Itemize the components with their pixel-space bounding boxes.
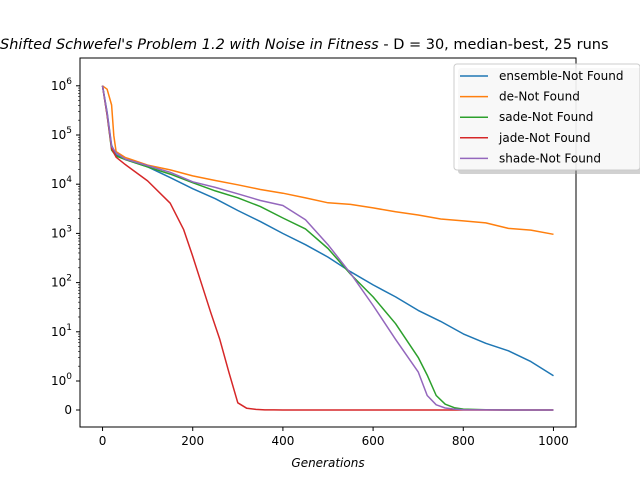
x-tick-label: 0 (99, 434, 107, 448)
legend: ensemble-Not Found de-Not Found sade-Not F… (453, 63, 640, 174)
y-axis: 0 100 101 102 103 104 105 106 (51, 77, 80, 417)
y-tick-label: 106 (51, 77, 72, 93)
x-axis-title: Generations (291, 456, 364, 470)
y-tick-label: 100 (51, 372, 72, 388)
y-tick-label: 104 (51, 175, 72, 191)
x-tick-label: 200 (181, 434, 204, 448)
legend-frame (453, 63, 640, 171)
chart-title-math: Shifted Schwefel's Problem 1.2 with Nois… (0, 37, 379, 53)
y-tick-label: 103 (51, 224, 72, 240)
plot-frame (79, 57, 577, 428)
x-tick-label: 400 (271, 434, 294, 448)
legend-label-1: de-Not Found (499, 90, 580, 104)
x-tick-label: 1000 (538, 434, 569, 448)
x-tick-label: 600 (362, 434, 385, 448)
legend-label-3: jade-Not Found (498, 131, 591, 145)
x-axis: 0 200 400 600 800 1000 (99, 427, 569, 448)
y-tick-label: 0 (64, 403, 72, 417)
series-layer (101, 85, 554, 411)
chart-title: Shifted Schwefel's Problem 1.2 with Nois… (0, 37, 609, 53)
legend-label-0: ensemble-Not Found (499, 69, 623, 83)
legend-label-2: sade-Not Found (499, 110, 593, 124)
y-tick-label: 102 (51, 274, 72, 290)
y-tick-label: 105 (51, 126, 72, 142)
chart-title-suffix: - D = 30, median-best, 25 runs (379, 37, 609, 53)
legend-label-4: shade-Not Found (499, 151, 601, 165)
series-line-4 (101, 85, 554, 411)
series-line-3 (101, 85, 554, 411)
x-tick-label: 800 (452, 434, 475, 448)
y-tick-label: 101 (51, 323, 72, 339)
